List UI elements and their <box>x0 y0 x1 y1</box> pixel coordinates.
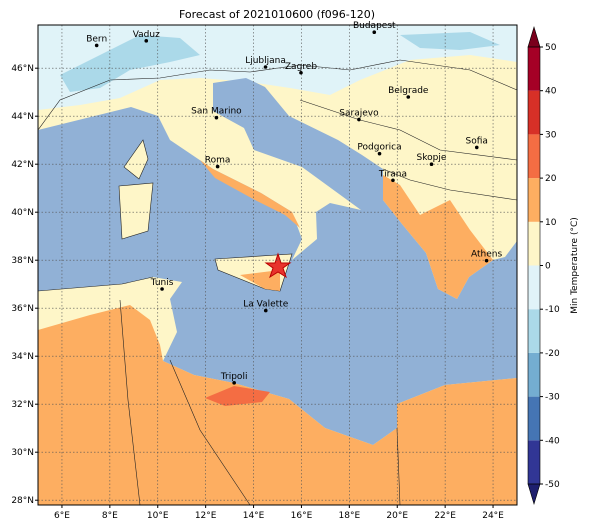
colorbar-tick-label: 40 <box>545 87 557 97</box>
city-marker <box>429 162 434 166</box>
colorbar-tick-label: -30 <box>545 393 560 403</box>
y-tick-label: 34°N <box>11 352 34 362</box>
title: Forecast of 2021010600 (f096-120) <box>179 8 375 21</box>
map-frame <box>37 24 518 506</box>
y-tick-label: 38°N <box>11 256 34 266</box>
y-tick-label: 30°N <box>11 448 34 458</box>
city-marker <box>263 65 268 69</box>
border <box>396 427 401 506</box>
x-tick-label: 12°E <box>195 511 217 521</box>
sicily-warm <box>240 270 280 291</box>
city-label: Ljubljana <box>245 56 286 66</box>
x-tick-label: 24°E <box>482 511 504 521</box>
city-label: Vaduz <box>133 30 160 40</box>
colorbar-tick-label: -40 <box>545 436 560 446</box>
north-cold-zone-2 <box>400 32 500 50</box>
city-label: Tunis <box>150 278 174 288</box>
x-tick-label: 10°E <box>147 511 169 521</box>
city-label: Tripoli <box>220 372 248 382</box>
x-tick-label: 16°E <box>291 511 313 521</box>
x-tick-label: 6°E <box>54 511 70 521</box>
colorbar-segment <box>528 47 540 91</box>
italy-coast-warm <box>200 160 300 228</box>
colorbar-segment <box>528 440 540 484</box>
sardinia <box>118 182 154 240</box>
city-marker <box>215 164 220 169</box>
y-tick-label: 40°N <box>11 208 34 218</box>
border <box>299 99 518 161</box>
city-label: Budapest <box>353 21 396 31</box>
city-label: Zagreb <box>285 62 317 72</box>
colorbar-over <box>527 25 541 48</box>
map <box>37 24 518 506</box>
colorbar-tick-label: 20 <box>545 174 557 184</box>
city-marker <box>357 117 361 122</box>
city-label: San Marino <box>191 107 242 117</box>
y-tick-label: 36°N <box>11 304 34 314</box>
colorbar-segment <box>528 134 540 179</box>
x-tick-label: 14°E <box>243 511 265 521</box>
x-tick-label: 18°E <box>339 511 361 521</box>
border <box>37 276 154 292</box>
y-tick-label: 28°N <box>11 496 34 506</box>
x-tick-label: 8°E <box>102 511 118 521</box>
city-marker <box>232 381 236 385</box>
city-label: Roma <box>205 156 231 166</box>
y-tick-label: 44°N <box>11 112 34 122</box>
x-tick-label: 20°E <box>386 511 408 521</box>
city-label: Podgorica <box>357 143 401 153</box>
border <box>119 299 141 506</box>
city-marker <box>263 308 268 313</box>
city-marker <box>474 145 479 150</box>
border <box>169 359 251 506</box>
colorbar-tick-label: 10 <box>545 218 557 228</box>
y-tick-label: 46°N <box>11 64 34 74</box>
border <box>37 59 518 131</box>
city-label: Tirana <box>378 169 407 179</box>
colorbar-tick-label: 0 <box>545 262 551 272</box>
city-marker <box>214 115 219 120</box>
colorbar-segment <box>528 309 540 353</box>
colorbar-tick-label: -20 <box>545 349 560 359</box>
colorbar-segment <box>528 221 540 266</box>
colorbar-tick-label: -50 <box>545 480 560 490</box>
colorbar-under <box>527 483 541 506</box>
colorbar-tick-label: 30 <box>545 130 557 140</box>
city-label: Sarajevo <box>339 109 379 119</box>
city-label: Skopje <box>417 153 447 163</box>
colorbar-segment <box>528 90 540 135</box>
colorbar-segment <box>528 396 540 441</box>
city-marker <box>299 70 303 75</box>
x-tick-label: 22°E <box>434 511 456 521</box>
city-marker <box>391 178 395 183</box>
city-label: Sofia <box>466 136 488 146</box>
border <box>382 168 518 201</box>
colorbar-segment <box>528 265 540 310</box>
city-label: La Valette <box>243 300 288 310</box>
city-marker <box>160 287 164 291</box>
city-marker <box>377 151 382 156</box>
city-marker <box>144 39 149 43</box>
city-label: Belgrade <box>388 86 429 96</box>
city-marker <box>94 43 99 48</box>
corsica <box>123 139 149 180</box>
city-marker <box>484 258 489 263</box>
alps-cold-zone <box>60 35 200 92</box>
city-label: Bern <box>86 34 107 44</box>
colorbar-segment <box>528 178 540 222</box>
colorbar-tick-label: -10 <box>545 305 560 315</box>
y-tick-label: 42°N <box>11 160 34 170</box>
city-marker <box>406 95 411 99</box>
city-label: Athens <box>471 250 502 260</box>
colorbar-tick-label: 50 <box>545 43 557 53</box>
y-tick-label: 32°N <box>11 400 34 410</box>
colorbar-segment <box>528 352 540 397</box>
city-marker <box>372 30 377 34</box>
greece-warm <box>383 175 493 299</box>
event-star <box>264 252 292 279</box>
colorbar-label: Min Temperature (°C) <box>570 217 580 314</box>
